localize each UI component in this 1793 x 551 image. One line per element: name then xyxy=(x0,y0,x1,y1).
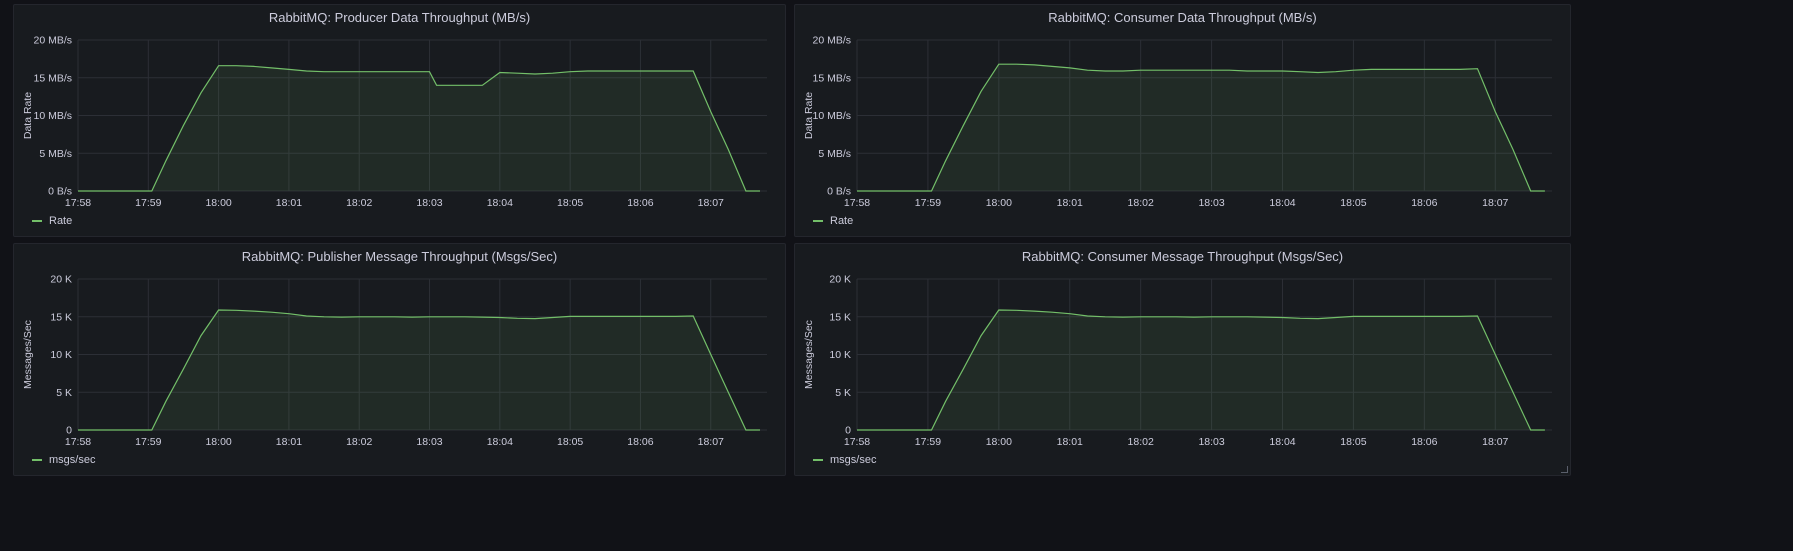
x-tick-label: 18:03 xyxy=(1198,436,1224,448)
x-tick-label: 18:06 xyxy=(1411,197,1437,209)
x-tick-label: 18:02 xyxy=(346,197,372,209)
throughput-chart[interactable]: 0 B/s 5 MB/s 10 MB/s 15 MB/s 20 MB/s 17:58 17:… xyxy=(795,5,1570,236)
x-tick-label: 18:05 xyxy=(557,436,583,448)
series-area xyxy=(857,310,1545,430)
x-tick-label: 18:00 xyxy=(986,197,1012,209)
series-line xyxy=(78,65,760,192)
y-tick-label: 15 K xyxy=(50,311,72,323)
x-tick-label: 18:05 xyxy=(557,197,583,209)
x-tick-label: 18:01 xyxy=(276,197,302,209)
x-tick-label: 18:01 xyxy=(1057,436,1083,448)
x-tick-label: 17:59 xyxy=(915,197,941,209)
series-line xyxy=(78,309,760,431)
legend-label[interactable]: msgs/sec xyxy=(830,454,877,466)
x-tick-label: 18:02 xyxy=(1128,436,1154,448)
x-tick-label: 18:04 xyxy=(1269,436,1295,448)
y-tick-label: 5 K xyxy=(56,387,72,399)
panel-title[interactable]: RabbitMQ: Publisher Message Throughput (… xyxy=(241,249,558,264)
y-axis-label: Messages/Sec xyxy=(803,320,815,389)
x-tick-label: 18:00 xyxy=(205,436,231,448)
panel-consumer-message-throughput[interactable]: RabbitMQ: Consumer Message Throughput (M… xyxy=(794,243,1571,476)
y-tick-label: 0 B/s xyxy=(48,186,72,198)
x-tick-label: 17:59 xyxy=(915,436,941,448)
legend[interactable]: Rate xyxy=(813,215,853,227)
x-tick-label: 18:01 xyxy=(276,436,302,448)
panel-consumer-data-throughput[interactable]: RabbitMQ: Consumer Data Throughput (MB/s… xyxy=(794,4,1571,237)
x-tick-label: 18:03 xyxy=(1198,197,1224,209)
line-swatch-icon xyxy=(32,220,42,222)
x-tick-label: 18:00 xyxy=(205,197,231,209)
x-tick-label: 18:03 xyxy=(416,197,442,209)
x-tick-label: 18:07 xyxy=(698,436,724,448)
x-tick-label: 18:07 xyxy=(1482,197,1508,209)
legend[interactable]: msgs/sec xyxy=(32,454,95,466)
y-tick-label: 20 K xyxy=(829,274,851,286)
x-tick-label: 18:02 xyxy=(346,436,372,448)
series-area xyxy=(78,310,760,430)
x-tick-label: 18:04 xyxy=(487,197,513,209)
x-tick-label: 18:02 xyxy=(1128,197,1154,209)
x-tick-label: 18:07 xyxy=(698,197,724,209)
panel-producer-data-throughput[interactable]: RabbitMQ: Producer Data Throughput (MB/s… xyxy=(13,4,786,237)
y-tick-label: 0 xyxy=(845,425,851,437)
series-area xyxy=(857,64,1545,191)
x-tick-label: 17:59 xyxy=(135,197,161,209)
x-tick-label: 18:05 xyxy=(1340,197,1366,209)
legend-label[interactable]: msgs/sec xyxy=(49,454,96,466)
y-axis-label: Data Rate xyxy=(22,92,34,139)
panel-title[interactable]: RabbitMQ: Producer Data Throughput (MB/s… xyxy=(268,10,531,25)
y-tick-label: 20 K xyxy=(50,274,72,286)
x-tick-label: 17:58 xyxy=(844,197,870,209)
y-tick-label: 10 K xyxy=(829,349,851,361)
y-axis-label: Data Rate xyxy=(803,92,815,139)
y-tick-label: 5 K xyxy=(835,387,851,399)
y-tick-label: 0 xyxy=(66,425,72,437)
y-tick-label: 10 MB/s xyxy=(812,110,851,122)
x-tick-label: 18:06 xyxy=(627,436,653,448)
resize-handle-icon[interactable] xyxy=(1561,466,1568,473)
y-tick-label: 10 MB/s xyxy=(33,110,72,122)
x-tick-label: 17:58 xyxy=(844,436,870,448)
series-line xyxy=(857,309,1545,431)
line-swatch-icon xyxy=(32,459,42,461)
legend[interactable]: msgs/sec xyxy=(813,454,876,466)
x-tick-label: 17:59 xyxy=(135,436,161,448)
y-tick-label: 5 MB/s xyxy=(818,148,851,160)
y-tick-label: 20 MB/s xyxy=(33,35,72,47)
y-tick-label: 20 MB/s xyxy=(812,35,851,47)
y-tick-label: 15 MB/s xyxy=(33,72,72,84)
y-tick-label: 15 K xyxy=(829,311,851,323)
panel-publisher-message-throughput[interactable]: RabbitMQ: Publisher Message Throughput (… xyxy=(13,243,786,476)
y-tick-label: 15 MB/s xyxy=(812,72,851,84)
y-tick-label: 0 B/s xyxy=(827,186,851,198)
x-tick-label: 18:03 xyxy=(416,436,442,448)
throughput-chart[interactable]: 0 5 K 10 K 15 K 20 K 17:58 17:59 18:00 18:01 18:0… xyxy=(14,244,785,475)
x-tick-label: 18:00 xyxy=(986,436,1012,448)
y-tick-label: 10 K xyxy=(50,349,72,361)
series-area xyxy=(78,65,760,191)
panel-title[interactable]: RabbitMQ: Consumer Data Throughput (MB/s… xyxy=(1048,10,1317,25)
y-axis-label: Messages/Sec xyxy=(22,320,34,389)
legend-label[interactable]: Rate xyxy=(49,215,73,227)
line-swatch-icon xyxy=(813,459,823,461)
series-line xyxy=(857,63,1545,192)
x-tick-label: 18:05 xyxy=(1340,436,1366,448)
throughput-chart[interactable]: 0 B/s 5 MB/s 10 MB/s 15 MB/s 20 MB/s 17:58 17:… xyxy=(14,5,785,236)
x-tick-label: 18:01 xyxy=(1057,197,1083,209)
line-swatch-icon xyxy=(813,220,823,222)
y-tick-label: 5 MB/s xyxy=(39,148,72,160)
panel-title[interactable]: RabbitMQ: Consumer Message Throughput (M… xyxy=(1021,249,1344,264)
x-tick-label: 17:58 xyxy=(65,436,91,448)
x-tick-label: 18:07 xyxy=(1482,436,1508,448)
legend-label[interactable]: Rate xyxy=(830,215,854,227)
x-tick-label: 18:04 xyxy=(1269,197,1295,209)
x-tick-label: 17:58 xyxy=(65,197,91,209)
x-tick-label: 18:04 xyxy=(487,436,513,448)
throughput-chart[interactable]: 0 5 K 10 K 15 K 20 K 17:58 17:59 18:00 18:01 18:0… xyxy=(795,244,1570,475)
x-tick-label: 18:06 xyxy=(1411,436,1437,448)
x-tick-label: 18:06 xyxy=(627,197,653,209)
legend[interactable]: Rate xyxy=(32,215,72,227)
